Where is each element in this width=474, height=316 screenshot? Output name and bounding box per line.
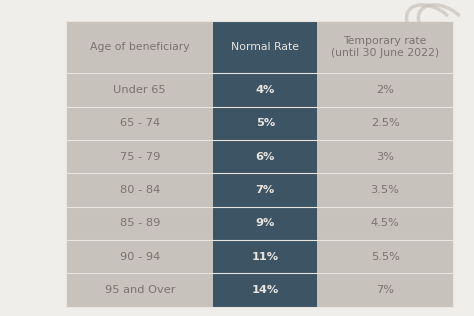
Bar: [66, 21, 213, 73]
Text: 75 - 79: 75 - 79: [119, 152, 160, 162]
Bar: [318, 73, 453, 107]
Text: Under 65: Under 65: [113, 85, 166, 95]
Text: 11%: 11%: [252, 252, 279, 262]
Bar: [66, 107, 213, 140]
Bar: [213, 21, 318, 73]
Bar: [66, 207, 213, 240]
Text: 2.5%: 2.5%: [371, 118, 400, 128]
Bar: [318, 207, 453, 240]
Bar: [318, 140, 453, 173]
Text: 5%: 5%: [255, 118, 275, 128]
Text: 4.5%: 4.5%: [371, 218, 400, 228]
Bar: [318, 173, 453, 207]
Text: Age of beneficiary: Age of beneficiary: [90, 42, 190, 52]
Bar: [66, 140, 213, 173]
Bar: [318, 21, 453, 73]
Bar: [318, 240, 453, 273]
Text: 2%: 2%: [376, 85, 394, 95]
Bar: [66, 273, 213, 307]
Text: 90 - 94: 90 - 94: [119, 252, 160, 262]
Bar: [213, 240, 318, 273]
Text: 80 - 84: 80 - 84: [119, 185, 160, 195]
Text: 4%: 4%: [255, 85, 275, 95]
Bar: [213, 207, 318, 240]
Text: 95 and Over: 95 and Over: [104, 285, 175, 295]
Text: 6%: 6%: [255, 152, 275, 162]
Bar: [66, 21, 453, 307]
Text: 9%: 9%: [255, 218, 275, 228]
Text: Temporary rate
(until 30 June 2022): Temporary rate (until 30 June 2022): [331, 36, 439, 58]
Text: 3.5%: 3.5%: [371, 185, 400, 195]
Bar: [213, 173, 318, 207]
Bar: [318, 107, 453, 140]
Text: 85 - 89: 85 - 89: [119, 218, 160, 228]
Bar: [213, 140, 318, 173]
Bar: [213, 73, 318, 107]
Bar: [66, 173, 213, 207]
Bar: [318, 273, 453, 307]
Text: 5.5%: 5.5%: [371, 252, 400, 262]
Text: 3%: 3%: [376, 152, 394, 162]
Bar: [66, 73, 213, 107]
Text: 65 - 74: 65 - 74: [120, 118, 160, 128]
Bar: [213, 273, 318, 307]
Text: 7%: 7%: [376, 285, 394, 295]
Text: 14%: 14%: [252, 285, 279, 295]
Bar: [213, 107, 318, 140]
Text: Normal Rate: Normal Rate: [231, 42, 299, 52]
Bar: [66, 240, 213, 273]
Text: 7%: 7%: [255, 185, 275, 195]
